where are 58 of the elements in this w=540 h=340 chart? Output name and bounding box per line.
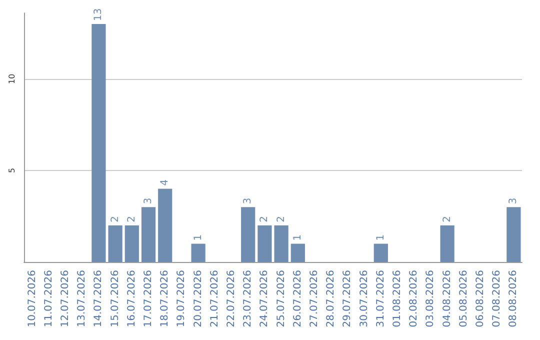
data-label: 2	[442, 216, 453, 222]
x-tick-label: 29.07.2026	[342, 270, 354, 328]
bar	[274, 225, 288, 262]
data-label: 3	[508, 198, 520, 204]
x-tick-label: 08.08.2026	[508, 270, 520, 328]
x-tick-label: 02.08.2026	[408, 270, 420, 328]
bar	[440, 225, 454, 262]
x-tick-label: 12.07.2026	[60, 270, 71, 328]
bar	[374, 244, 388, 262]
x-tick-label: 22.07.2026	[226, 270, 237, 328]
data-label: 1	[375, 234, 386, 241]
x-tick-label: 28.07.2026	[326, 270, 337, 328]
x-tick-label: 15.07.2026	[110, 270, 121, 328]
x-tick-label: 07.08.2026	[492, 270, 503, 328]
x-tick-label: 03.08.2026	[425, 270, 436, 328]
x-tick-label: 17.07.2026	[143, 270, 154, 328]
x-tick-label: 05.08.2026	[458, 270, 470, 328]
bar	[241, 207, 256, 262]
x-tick-label: 01.08.2026	[392, 270, 403, 328]
x-tick-label: 06.08.2026	[475, 270, 486, 328]
x-tick-label: 14.07.2026	[93, 270, 104, 328]
x-tick-label: 10.07.2026	[26, 270, 38, 328]
data-label: 3	[242, 198, 254, 204]
x-tick-label: 13.07.2026	[76, 270, 88, 328]
bar	[506, 207, 521, 262]
bar	[290, 244, 305, 262]
x-tick-label: 27.07.2026	[309, 270, 320, 328]
y-tick-label: 5	[8, 168, 16, 174]
x-tick-label: 31.07.2026	[375, 270, 386, 328]
data-label: 2	[126, 216, 138, 222]
x-tick-label: 26.07.2026	[292, 270, 304, 328]
bar	[141, 207, 156, 262]
bar	[158, 188, 172, 262]
data-label: 2	[276, 216, 287, 222]
bar	[191, 244, 206, 262]
x-tick-label: 20.07.2026	[192, 270, 204, 328]
x-tick-label: 30.07.2026	[358, 270, 370, 328]
data-label: 4	[160, 179, 171, 186]
x-tick-label: 19.07.2026	[176, 270, 188, 328]
x-tick-label: 16.07.2026	[126, 270, 138, 328]
x-tick-label: 11.07.2026	[43, 270, 54, 328]
data-label: 2	[110, 216, 121, 222]
data-label: 13	[93, 8, 104, 21]
data-label: 1	[192, 234, 204, 241]
x-tick-label: 04.08.2026	[442, 270, 453, 328]
bar	[124, 225, 139, 262]
data-label: 3	[143, 198, 154, 204]
x-tick-label: 21.07.2026	[209, 270, 220, 328]
bar	[108, 225, 122, 262]
bar	[92, 24, 106, 262]
bar	[258, 225, 272, 262]
data-label: 1	[292, 234, 304, 241]
x-tick-label: 24.07.2026	[259, 270, 270, 328]
x-tick-label: 23.07.2026	[242, 270, 254, 328]
data-label: 2	[259, 216, 270, 222]
x-tick-label: 25.07.2026	[276, 270, 287, 328]
y-tick-label: 10	[8, 74, 16, 84]
x-tick-label: 18.07.2026	[160, 270, 171, 328]
